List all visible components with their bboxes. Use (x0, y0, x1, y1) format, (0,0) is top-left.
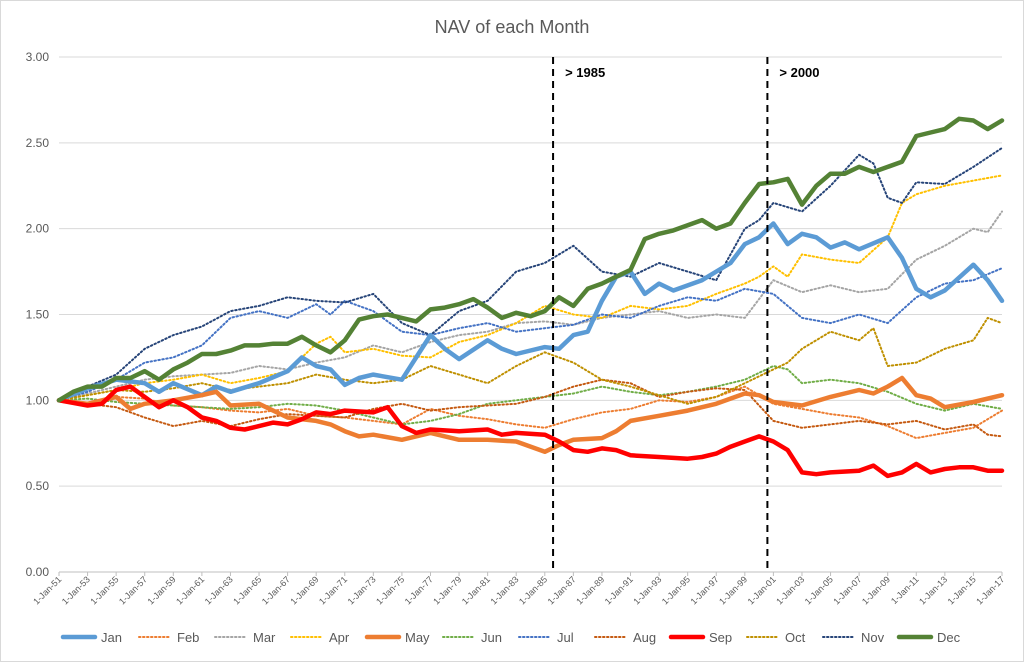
x-tick-label: 1-Jan-77 (403, 574, 435, 606)
series-lines (56, 116, 1005, 479)
y-tick-label: 2.50 (26, 136, 50, 150)
x-tick-label: 1-Jan-05 (803, 574, 835, 606)
annotations: > 1985 > 2000 (552, 57, 820, 572)
x-tick-label: 1-Jan-87 (546, 574, 578, 606)
y-tick-label: 2.00 (26, 222, 50, 236)
x-tick-label: 1-Jan-11 (889, 574, 921, 606)
x-tick-label: 1-Jan-79 (431, 574, 463, 606)
x-tick-label: 1-Jan-55 (88, 574, 120, 606)
x-axis-ticks: 1-Jan-511-Jan-531-Jan-551-Jan-571-Jan-59… (31, 572, 1006, 607)
legend: Jan Feb Mar Apr May Jun Jul Aug Sep Oct Nov Dec (60, 630, 961, 645)
y-tick-label: 1.50 (26, 308, 50, 322)
legend-label-dec: Dec (937, 630, 961, 645)
x-tick-label: 1-Jan-91 (603, 574, 635, 606)
x-tick-label: 1-Jan-51 (31, 574, 63, 606)
x-tick-label: 1-Jan-09 (860, 574, 892, 606)
legend-label-apr: Apr (329, 630, 350, 645)
y-tick-label: 0.50 (26, 479, 50, 493)
y-tick-label: 3.00 (26, 50, 50, 64)
legend-label-feb: Feb (177, 630, 199, 645)
series-line-mar (58, 210, 1003, 402)
x-tick-label: 1-Jan-61 (174, 574, 206, 606)
x-tick-label: 1-Jan-17 (974, 574, 1006, 606)
x-tick-label: 1-Jan-15 (946, 574, 978, 606)
legend-label-aug: Aug (633, 630, 656, 645)
x-tick-label: 1-Jan-97 (688, 574, 720, 606)
series-line-may (56, 375, 1005, 455)
x-tick-label: 1-Jan-67 (260, 574, 292, 606)
x-tick-label: 1-Jan-65 (231, 574, 263, 606)
annotation-label: > 1985 (565, 65, 605, 80)
y-tick-label: 0.00 (26, 565, 50, 579)
x-tick-label: 1-Jan-53 (60, 574, 92, 606)
x-tick-label: 1-Jan-93 (631, 574, 663, 606)
x-tick-label: 1-Jan-07 (831, 574, 863, 606)
x-tick-label: 1-Jan-71 (317, 574, 349, 606)
series-line-dec (56, 116, 1005, 403)
x-tick-label: 1-Jan-63 (203, 574, 235, 606)
series-line-jan (56, 221, 1005, 403)
x-tick-label: 1-Jan-85 (517, 574, 549, 606)
x-tick-label: 1-Jan-69 (288, 574, 320, 606)
legend-label-jun: Jun (481, 630, 502, 645)
legend-label-jul: Jul (557, 630, 574, 645)
annotation-label: > 2000 (779, 65, 819, 80)
series-line-nov (58, 147, 1003, 402)
x-tick-label: 1-Jan-89 (574, 574, 606, 606)
x-tick-label: 1-Jan-75 (374, 574, 406, 606)
chart-title: NAV of each Month (435, 17, 590, 37)
legend-label-jan: Jan (101, 630, 122, 645)
x-tick-label: 1-Jan-81 (460, 574, 492, 606)
x-tick-label: 1-Jan-57 (117, 574, 149, 606)
x-tick-label: 1-Jan-03 (774, 574, 806, 606)
legend-label-oct: Oct (785, 630, 806, 645)
x-tick-label: 1-Jan-01 (746, 574, 778, 606)
x-tick-label: 1-Jan-95 (660, 574, 692, 606)
y-tick-label: 1.00 (26, 393, 50, 407)
series-line-jul (58, 267, 1003, 402)
legend-label-mar: Mar (253, 630, 276, 645)
legend-label-sep: Sep (709, 630, 732, 645)
series-line-apr (58, 174, 1003, 402)
x-tick-label: 1-Jan-73 (346, 574, 378, 606)
x-tick-label: 1-Jan-83 (488, 574, 520, 606)
x-tick-label: 1-Jan-99 (717, 574, 749, 606)
legend-label-nov: Nov (861, 630, 885, 645)
y-axis-ticks: 0.00 0.50 1.00 1.50 2.00 2.50 3.00 (26, 50, 50, 579)
series-line-sep (56, 384, 1005, 479)
x-tick-label: 1-Jan-13 (917, 574, 949, 606)
legend-label-may: May (405, 630, 430, 645)
x-tick-label: 1-Jan-59 (146, 574, 178, 606)
